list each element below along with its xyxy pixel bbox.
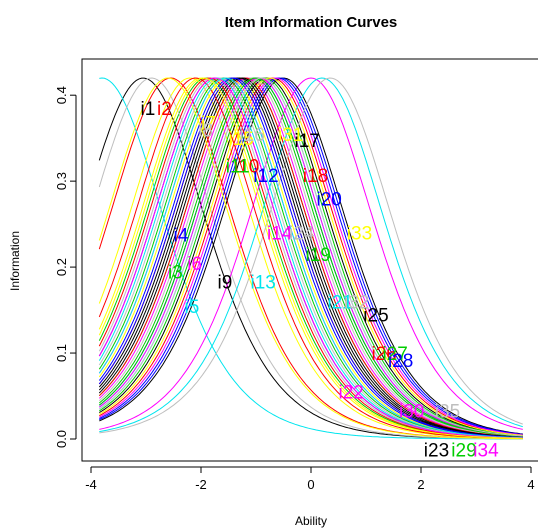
curve-i5 xyxy=(99,77,523,440)
curve-i17 xyxy=(99,77,523,437)
item-label-i10: i10 xyxy=(234,157,259,178)
item-label-i27: i27 xyxy=(383,344,408,365)
curve-i34 xyxy=(98,77,523,439)
item-label-i15: i15 xyxy=(229,129,254,150)
x-tick-label: -2 xyxy=(195,477,207,492)
item-label-i17: i17 xyxy=(295,131,320,152)
curve-i30 xyxy=(99,77,523,436)
y-tick-label: 0.3 xyxy=(54,172,69,190)
item-label-i21: i21 xyxy=(328,293,353,314)
item-label-i2: i2 xyxy=(157,99,172,120)
item-label-i11: i11 xyxy=(226,157,250,178)
y-tick-label: 0.1 xyxy=(54,344,69,362)
item-label-i5: i5 xyxy=(185,297,200,318)
curve-i31 xyxy=(99,77,523,436)
x-axis-label: Ability xyxy=(295,514,327,528)
curve-i48 xyxy=(99,77,523,437)
curve-i44 xyxy=(98,77,523,438)
curve-i45 xyxy=(98,77,523,439)
item-label-i4: i4 xyxy=(174,225,189,246)
item-label-i16: i16 xyxy=(240,125,265,146)
x-tick-label: -4 xyxy=(85,477,97,492)
item-label-i24: i24 xyxy=(289,224,315,245)
curve-i14 xyxy=(98,77,523,438)
curves-layer xyxy=(98,77,523,440)
item-label-i25: i25 xyxy=(363,305,388,326)
item-label-i18: i18 xyxy=(303,166,328,187)
item-label-i7: i7 xyxy=(201,114,216,135)
item-label-i34: i34 xyxy=(473,440,499,461)
y-axis-label: Information xyxy=(8,231,22,291)
curve-i26 xyxy=(98,77,523,438)
curve-i20 xyxy=(99,77,523,436)
item-label-i20: i20 xyxy=(317,189,342,210)
item-label-i30: i30 xyxy=(399,402,424,423)
curve-i18 xyxy=(99,77,523,436)
curve-i27 xyxy=(99,77,523,437)
x-axis: -4 -2 0 2 4 xyxy=(85,466,535,492)
curve-i39 xyxy=(98,77,523,440)
item-label-i29: i29 xyxy=(451,440,476,461)
item-label-i3: i3 xyxy=(168,262,183,283)
item-label-i32: i32 xyxy=(344,293,369,314)
curve-i33 xyxy=(98,77,523,438)
item-label-i22: i22 xyxy=(339,383,364,404)
item-label-i13: i13 xyxy=(251,273,276,294)
curve-i19 xyxy=(98,77,523,437)
curve-i24 xyxy=(98,77,523,438)
item-label-i23: i23 xyxy=(424,440,449,461)
plot-frame xyxy=(81,58,538,462)
curve-i43 xyxy=(98,77,523,437)
item-label-i33: i33 xyxy=(347,224,372,245)
item-label-i12: i12 xyxy=(253,166,278,187)
curve-i28 xyxy=(99,77,523,435)
y-axis: 0.0 0.1 0.2 0.3 0.4 xyxy=(54,86,77,448)
curve-i25 xyxy=(99,77,523,435)
x-tick-label: 0 xyxy=(307,477,314,492)
item-label-i1: i1 xyxy=(141,99,156,120)
curve-i42 xyxy=(98,77,523,439)
curve-i46 xyxy=(98,77,523,439)
chart-title: Item Information Curves xyxy=(225,14,398,31)
item-label-i31: i31 xyxy=(278,125,303,146)
item-label-i19: i19 xyxy=(306,245,331,266)
item-label-i14: i14 xyxy=(267,224,293,245)
curve-i38 xyxy=(98,77,523,437)
y-tick-label: 0.4 xyxy=(54,86,69,104)
x-tick-label: 2 xyxy=(417,477,424,492)
curve-i8 xyxy=(98,77,523,440)
y-tick-label: 0.0 xyxy=(54,430,69,448)
item-label-i9: i9 xyxy=(218,273,233,294)
x-tick-label: 4 xyxy=(527,477,534,492)
curve-i47 xyxy=(98,77,523,439)
curve-i9 xyxy=(98,77,523,438)
item-label-i35: i35 xyxy=(435,402,460,423)
item-label-i8: i8 xyxy=(198,121,213,142)
curve-i22 xyxy=(99,77,523,430)
y-tick-label: 0.2 xyxy=(54,258,69,276)
curve-i29 xyxy=(99,77,523,433)
curve-i41 xyxy=(98,77,523,438)
curve-i40 xyxy=(98,77,523,439)
item-label-i26: i26 xyxy=(372,344,397,365)
item-label-i6: i6 xyxy=(187,254,202,275)
item-label-i28: i28 xyxy=(388,351,413,372)
curve-i32 xyxy=(99,77,523,434)
